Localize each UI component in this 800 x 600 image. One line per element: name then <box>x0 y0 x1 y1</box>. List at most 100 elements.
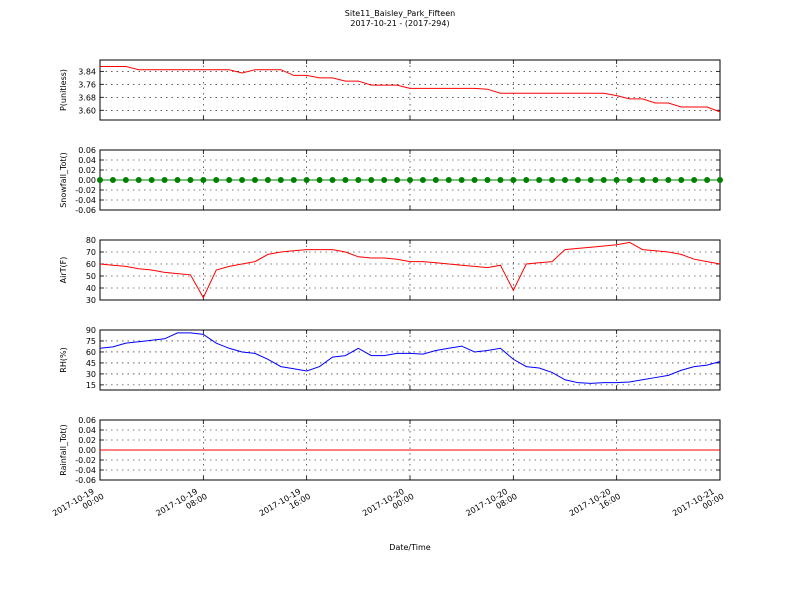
data-point <box>587 177 594 183</box>
y-tick-label: 60 <box>86 348 96 357</box>
y-tick-label: 30 <box>86 296 96 305</box>
y-tick-label: 60 <box>86 260 96 269</box>
data-point <box>471 177 478 183</box>
y-tick-label: -0.02 <box>75 456 96 465</box>
data-point <box>97 177 103 183</box>
data-point <box>704 177 711 183</box>
y-tick-label: 0.02 <box>78 166 96 175</box>
data-point <box>497 177 504 183</box>
panel: 30 40 50 60 70 80 AirT(F) <box>59 236 721 305</box>
data-point <box>187 177 194 183</box>
data-point <box>562 177 568 183</box>
data-point <box>264 177 271 183</box>
data-point <box>342 177 349 183</box>
data-point <box>419 177 426 183</box>
data-point <box>613 177 620 183</box>
data-point <box>303 177 310 183</box>
data-point <box>381 177 388 183</box>
x-axis-label: Date/Time <box>389 543 430 552</box>
data-point <box>200 177 207 183</box>
data-point <box>678 177 685 183</box>
data-point <box>536 177 543 183</box>
y-tick-label: 15 <box>86 381 96 390</box>
data-point <box>691 177 698 183</box>
y-tick-label: 3.60 <box>78 106 96 115</box>
y-tick-label: 3.68 <box>78 93 96 102</box>
y-tick-label: 0.02 <box>78 436 96 445</box>
y-tick-label: 0.06 <box>78 146 96 155</box>
data-point <box>290 177 297 183</box>
x-tick-label: 2017-10-19 16:00 <box>258 484 312 526</box>
y-tick-label: -0.04 <box>75 196 96 205</box>
x-tick-label: 2017-10-20 16:00 <box>568 484 622 526</box>
data-line <box>99 332 721 384</box>
x-tick-label: 2017-10-20 00:00 <box>361 484 415 526</box>
data-point <box>252 177 258 183</box>
y-tick-label: 75 <box>86 337 96 346</box>
y-axis-label: Rainfall_Tot() <box>59 424 68 476</box>
data-point <box>161 177 168 183</box>
data-point <box>626 177 633 183</box>
x-tick-label: 2017-10-20 08:00 <box>464 484 518 526</box>
data-point <box>549 177 556 183</box>
data-point <box>652 177 659 183</box>
panel: -0.06-0.04-0.020.000.020.040.06 2017-10-1… <box>51 416 725 552</box>
y-tick-label: -0.02 <box>75 186 96 195</box>
y-tick-label: 30 <box>86 370 96 379</box>
data-point <box>174 177 181 183</box>
data-line <box>100 65 721 113</box>
data-point <box>484 177 491 183</box>
y-axis-label: P(unitless) <box>59 69 68 111</box>
data-point <box>458 177 465 183</box>
plot-frame <box>99 59 721 121</box>
y-tick-label: 50 <box>86 272 96 281</box>
plot-frame <box>99 239 721 301</box>
data-point <box>213 177 220 183</box>
data-point <box>148 177 155 183</box>
y-tick-label: 90 <box>86 326 96 335</box>
y-tick-label: 40 <box>86 284 96 293</box>
y-tick-label: -0.06 <box>75 476 96 485</box>
y-tick-label: 0.00 <box>78 446 96 455</box>
x-tick-label: 2017-10-21 00:00 <box>671 484 725 526</box>
chart-subtitle: 2017-10-21 - (2017-294) <box>350 19 449 28</box>
y-tick-label: 80 <box>86 236 96 245</box>
data-point <box>407 177 413 183</box>
panel: -0.06-0.04-0.020.000.020.040.06 Snowfall_… <box>59 146 723 215</box>
data-point <box>510 177 517 183</box>
y-tick-label: 0.04 <box>78 156 96 165</box>
x-tick-label: 2017-10-19 08:00 <box>154 484 208 526</box>
data-point <box>394 177 401 183</box>
data-point <box>109 177 116 183</box>
data-line <box>99 241 721 299</box>
plot-frame <box>99 329 721 391</box>
y-axis-label: RH(%) <box>59 347 68 372</box>
data-point <box>329 177 336 183</box>
data-point <box>717 177 723 183</box>
data-point <box>355 177 362 183</box>
data-point <box>226 177 233 183</box>
y-tick-label: 0.00 <box>78 176 96 185</box>
y-tick-label: 45 <box>86 359 96 368</box>
y-tick-label: 3.84 <box>78 67 96 76</box>
y-tick-label: -0.04 <box>75 466 96 475</box>
panel: 3.60 3.68 3.76 3.84 P(unitless) <box>59 59 721 121</box>
y-tick-label: -0.06 <box>75 206 96 215</box>
data-point <box>316 177 323 183</box>
chart-title: Site11_Baisley_Park_Fifteen <box>345 9 455 18</box>
data-point <box>445 177 452 183</box>
data-point <box>135 177 142 183</box>
y-tick-label: 3.76 <box>78 80 96 89</box>
x-tick-label: 2017-10-19 00:00 <box>51 484 105 526</box>
data-point <box>277 177 284 183</box>
data-point <box>639 177 646 183</box>
data-point <box>665 177 672 183</box>
data-point <box>122 177 129 183</box>
data-point <box>523 177 530 183</box>
data-point <box>368 177 375 183</box>
y-axis-label: AirT(F) <box>59 257 68 284</box>
y-tick-label: 70 <box>86 248 96 257</box>
y-axis-label: Snowfall_Tot() <box>59 152 68 208</box>
y-tick-label: 0.06 <box>78 416 96 425</box>
